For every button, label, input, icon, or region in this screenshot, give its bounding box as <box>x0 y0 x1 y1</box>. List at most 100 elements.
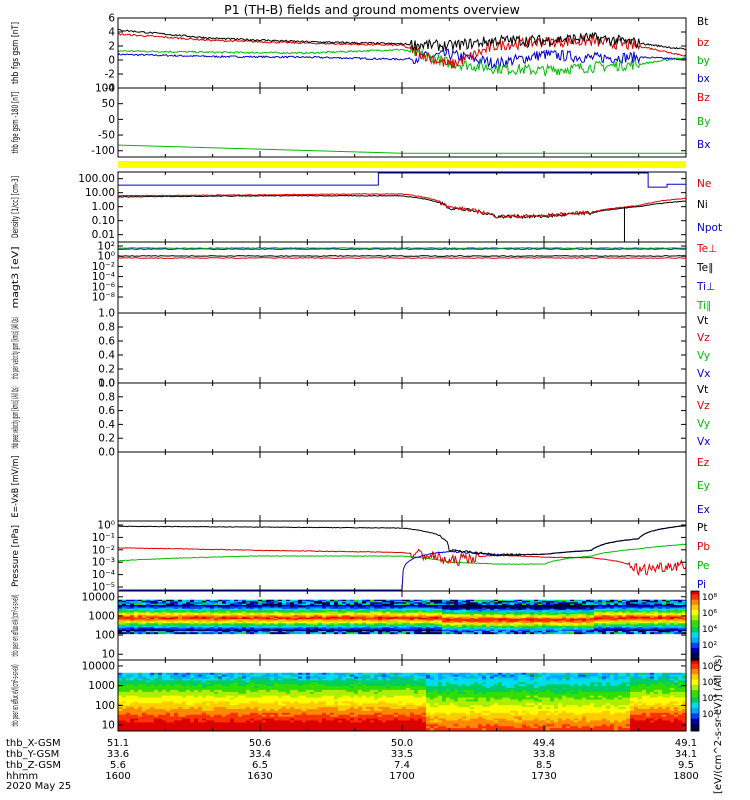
spectrogram-cell <box>590 629 595 632</box>
spectrogram-cell <box>122 678 127 681</box>
spectrogram-cell <box>218 672 223 676</box>
spectrogram-cell <box>166 606 171 609</box>
spectrogram-cell <box>482 617 487 620</box>
spectrogram-cell <box>282 712 287 716</box>
spectrogram-cell <box>206 701 211 704</box>
spectrogram-cell <box>658 607 663 610</box>
spectrogram-cell <box>450 621 455 624</box>
spectrogram-cell <box>334 611 339 614</box>
spectrogram-cell <box>138 709 143 712</box>
spectrogram-cell <box>346 623 351 626</box>
spectrogram-cell <box>214 607 219 610</box>
spectrogram-cell <box>318 619 323 622</box>
spectrogram-cell <box>238 682 243 685</box>
spectrogram-cell <box>674 608 679 611</box>
spectrogram-cell <box>198 695 203 699</box>
spectrogram-cell <box>162 615 167 618</box>
spectrogram-cell <box>234 691 239 695</box>
spectrogram-cell <box>282 678 287 681</box>
spectrogram-cell <box>626 629 631 632</box>
spectrogram-cell <box>554 629 559 632</box>
spectrogram-cell <box>350 627 355 629</box>
spectrogram-cell <box>210 705 215 708</box>
spectrogram-cell <box>126 726 131 729</box>
spectrogram-cell <box>226 606 231 609</box>
spectrogram-cell <box>242 610 247 613</box>
spectrogram-cell <box>646 608 651 611</box>
spectrogram-cell <box>202 674 207 678</box>
spectrogram-cell <box>270 703 275 706</box>
spectrogram-cell <box>626 614 631 616</box>
spectrogram-cell <box>118 627 123 629</box>
spectrogram-cell <box>574 627 579 629</box>
spectrogram-cell <box>278 710 283 714</box>
spectrogram-cell <box>514 617 519 620</box>
spectrogram-cell <box>226 615 231 618</box>
spectrogram-cell <box>454 610 459 613</box>
spectrogram-cell <box>154 684 159 687</box>
spectrogram-cell <box>550 620 555 623</box>
spectrogram-cell <box>270 709 275 712</box>
spectrogram-cell <box>306 603 311 606</box>
spectrogram-cell <box>606 607 611 610</box>
spectrogram-cell <box>334 607 339 610</box>
spectrogram-cell <box>214 672 219 676</box>
spectrogram-cell <box>222 616 227 619</box>
spectrogram-cell <box>206 608 211 611</box>
spectrogram-cell <box>154 728 159 731</box>
spectrogram-cell <box>210 703 215 706</box>
spectrogram-cell <box>274 674 279 678</box>
spectrogram-cell <box>222 611 227 614</box>
spectrogram-cell <box>562 617 567 620</box>
spectrogram-cell <box>250 678 255 681</box>
spectrogram-cell <box>630 628 635 631</box>
spectrogram-cell <box>254 604 259 607</box>
spectrogram-cell <box>342 619 347 622</box>
spectrogram-cell <box>118 693 123 697</box>
spectrogram-cell <box>682 616 687 619</box>
spectrogram-cell <box>422 603 427 606</box>
spectrogram-cell <box>430 623 435 626</box>
spectrogram-cell <box>518 599 523 602</box>
spectrogram-cell <box>298 629 303 632</box>
spectrogram-cell <box>538 620 543 623</box>
spectrogram-cell <box>174 630 179 633</box>
spectrogram-cell <box>338 608 343 611</box>
spectrogram-cell <box>566 601 571 603</box>
spectrogram-cell <box>186 726 191 729</box>
spectrogram-cell <box>190 606 195 609</box>
spectrogram-cell <box>282 722 287 725</box>
spectrogram-cell <box>310 599 315 602</box>
spectrogram-cell <box>166 607 171 610</box>
spectrogram-cell <box>502 599 507 602</box>
spectrogram-cell <box>246 703 251 706</box>
spectrogram-cell <box>186 716 191 720</box>
spectrogram-cell <box>130 624 135 627</box>
spectrogram-cell <box>498 611 503 614</box>
spectrogram-cell <box>594 630 599 633</box>
spectrogram-cell <box>150 676 155 680</box>
spectrogram-cell <box>270 608 275 611</box>
spectrogram-cell <box>130 615 135 618</box>
spectrogram-cell <box>134 709 139 712</box>
spectrogram-cell <box>490 612 495 615</box>
spectrogram-cell <box>454 624 459 627</box>
spectrogram-cell <box>282 621 287 624</box>
spectrogram-cell <box>474 601 479 603</box>
spectrogram-cell <box>678 628 683 631</box>
spectrogram-cell <box>446 623 451 626</box>
spectrogram-cell <box>642 604 647 607</box>
spectrogram-cell <box>322 617 327 620</box>
spectrogram-cell <box>318 603 323 606</box>
spectrogram-cell <box>354 611 359 614</box>
spectrogram-cell <box>534 607 539 610</box>
spectrogram-cell <box>242 709 247 712</box>
spectrogram-cell <box>402 616 407 619</box>
spectrogram-cell <box>218 603 223 606</box>
spectrogram-cell <box>210 686 215 689</box>
spectrogram-cell <box>390 624 395 627</box>
spectrogram-cell <box>490 602 495 605</box>
data-quality-bar <box>118 161 686 168</box>
spectrogram-cell <box>658 611 663 614</box>
spectrogram-cell <box>238 617 243 620</box>
